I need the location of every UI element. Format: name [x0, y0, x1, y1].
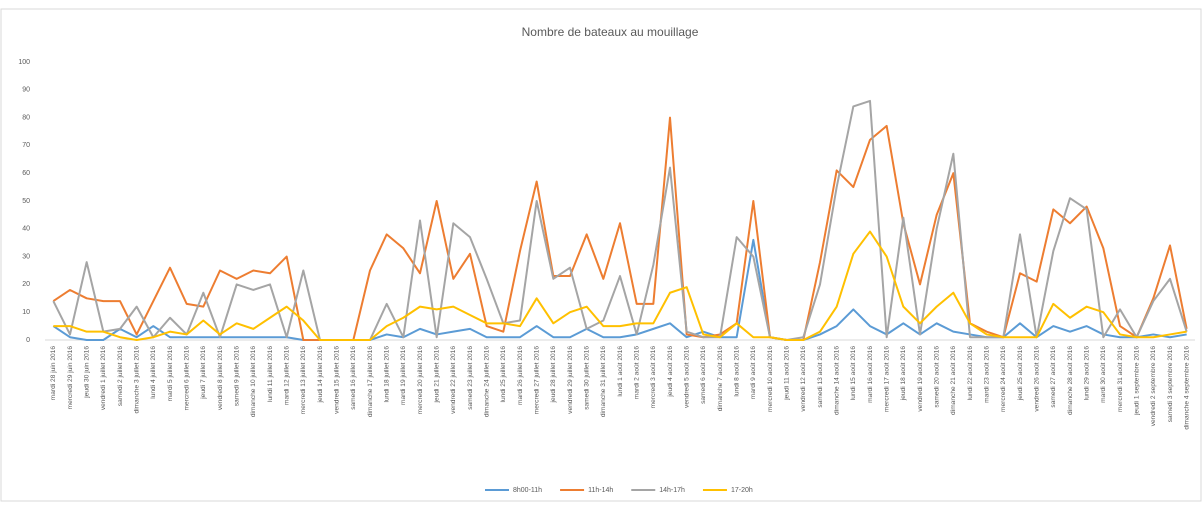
x-tick-label: mardi 19 juillet 2016 [400, 346, 407, 405]
x-tick-label: jeudi 28 juillet 2016 [550, 346, 557, 404]
legend-label: 14h-17h [659, 487, 685, 494]
x-tick-label: vendredi 12 août 2016 [800, 346, 807, 412]
x-tick-label: lundi 22 août 2016 [967, 346, 974, 401]
x-tick-label: jeudi 14 juillet 2016 [317, 346, 324, 404]
y-tick-label: 10 [22, 309, 30, 316]
x-tick-label: mardi 30 août 2016 [1100, 346, 1107, 403]
x-tick-label: lundi 15 août 2016 [850, 346, 857, 401]
x-tick-label: samedi 13 août 2016 [817, 346, 824, 408]
x-tick-label: jeudi 1 septembre 2016 [1133, 346, 1140, 416]
x-tick-label: samedi 27 août 2016 [1050, 346, 1057, 408]
legend-label: 11h-14h [588, 487, 613, 494]
x-tick-label: dimanche 4 septembre 2016 [1183, 346, 1190, 430]
x-tick-label: mardi 28 juin 2016 [50, 346, 57, 401]
x-tick-label: jeudi 7 juillet 2016 [200, 346, 207, 400]
legend-label: 17-20h [731, 487, 753, 494]
y-tick-label: 40 [22, 226, 30, 233]
x-tick-label: jeudi 21 juillet 2016 [433, 346, 440, 404]
x-tick-label: mardi 26 juillet 2016 [517, 346, 524, 405]
y-tick-label: 80 [22, 114, 30, 121]
x-tick-label: jeudi 25 août 2016 [1017, 346, 1024, 402]
chart-title: Nombre de bateaux au mouillage [522, 25, 699, 39]
x-tick-label: samedi 9 juillet 2016 [233, 346, 240, 406]
x-tick-label: dimanche 3 juillet 2016 [133, 346, 140, 414]
x-tick-label: dimanche 7 août 2016 [717, 346, 724, 412]
x-tick-label: mercredi 13 juillet 2016 [300, 346, 307, 415]
x-tick-label: samedi 30 juillet 2016 [583, 346, 590, 410]
x-tick-label: vendredi 26 août 2016 [1033, 346, 1040, 412]
x-tick-label: jeudi 30 juin 2016 [83, 346, 90, 399]
x-tick-label: mardi 12 juillet 2016 [283, 346, 290, 405]
x-tick-label: vendredi 29 juillet 2016 [567, 346, 574, 414]
x-tick-label: vendredi 2 septembre 2016 [1150, 346, 1157, 427]
x-tick-label: mercredi 10 août 2016 [767, 346, 774, 412]
x-tick-label: samedi 20 août 2016 [933, 346, 940, 408]
x-tick-label: samedi 23 juillet 2016 [467, 346, 474, 410]
x-tick-label: mercredi 24 août 2016 [1000, 346, 1007, 412]
x-tick-label: vendredi 5 août 2016 [683, 346, 690, 408]
x-tick-label: lundi 11 juillet 2016 [267, 346, 274, 402]
x-tick-label: mercredi 20 juillet 2016 [417, 346, 424, 415]
chart-border [0, 8, 1202, 502]
y-tick-label: 50 [22, 198, 30, 205]
x-tick-label: jeudi 4 août 2016 [667, 346, 674, 398]
x-tick-label: lundi 18 juillet 2016 [383, 346, 390, 403]
x-tick-label: dimanche 28 août 2016 [1067, 346, 1074, 415]
x-tick-label: vendredi 15 juillet 2016 [333, 346, 340, 414]
y-tick-label: 30 [22, 253, 30, 260]
x-tick-label: samedi 3 septembre 2016 [1167, 346, 1174, 423]
x-tick-label: lundi 4 juillet 2016 [150, 346, 157, 399]
x-tick-label: dimanche 10 juillet 2016 [250, 346, 257, 417]
legend-label: 8h00-11h [513, 487, 542, 494]
y-tick-label: 60 [22, 170, 30, 177]
x-tick-label: mardi 9 août 2016 [750, 346, 757, 399]
x-tick-label: mardi 5 juillet 2016 [167, 346, 174, 402]
y-tick-label: 100 [18, 59, 30, 66]
x-tick-label: lundi 8 août 2016 [733, 346, 740, 397]
x-tick-label: lundi 29 août 2016 [1083, 346, 1090, 401]
y-tick-label: 90 [22, 87, 30, 94]
x-tick-label: dimanche 31 juillet 2016 [600, 346, 607, 417]
x-tick-label: mercredi 17 août 2016 [883, 346, 890, 412]
x-tick-label: dimanche 14 août 2016 [833, 346, 840, 415]
x-tick-label: vendredi 1 juillet 2016 [100, 346, 107, 410]
x-tick-label: lundi 25 juillet 2016 [500, 346, 507, 403]
y-tick-label: 20 [22, 281, 30, 288]
x-tick-label: samedi 2 juillet 2016 [117, 346, 124, 406]
x-tick-label: dimanche 21 août 2016 [950, 346, 957, 415]
x-tick-label: mercredi 3 août 2016 [650, 346, 657, 409]
x-tick-label: dimanche 17 juillet 2016 [367, 346, 374, 417]
x-tick-label: jeudi 18 août 2016 [900, 346, 907, 402]
x-tick-label: dimanche 24 juillet 2016 [483, 346, 490, 417]
x-tick-label: mercredi 31 août 2016 [1117, 346, 1124, 412]
x-tick-label: samedi 6 août 2016 [700, 346, 707, 404]
x-tick-label: vendredi 8 juillet 2016 [217, 346, 224, 410]
series-line [53, 230, 1187, 341]
x-tick-label: mercredi 29 juin 2016 [67, 346, 74, 410]
x-tick-label: mercredi 6 juillet 2016 [183, 346, 190, 411]
y-tick-label: 0 [26, 337, 30, 344]
x-tick-label: mercredi 27 juillet 2016 [533, 346, 540, 415]
x-tick-label: lundi 1 août 2016 [617, 346, 624, 397]
x-tick-label: jeudi 11 août 2016 [783, 346, 790, 401]
y-tick-label: 70 [22, 142, 30, 149]
x-tick-label: mardi 23 août 2016 [983, 346, 990, 403]
x-tick-label: mardi 16 août 2016 [867, 346, 874, 403]
x-tick-label: vendredi 22 juillet 2016 [450, 346, 457, 414]
x-tick-label: mardi 2 août 2016 [633, 346, 640, 399]
x-tick-label: vendredi 19 août 2016 [917, 346, 924, 412]
x-tick-label: samedi 16 juillet 2016 [350, 346, 357, 410]
